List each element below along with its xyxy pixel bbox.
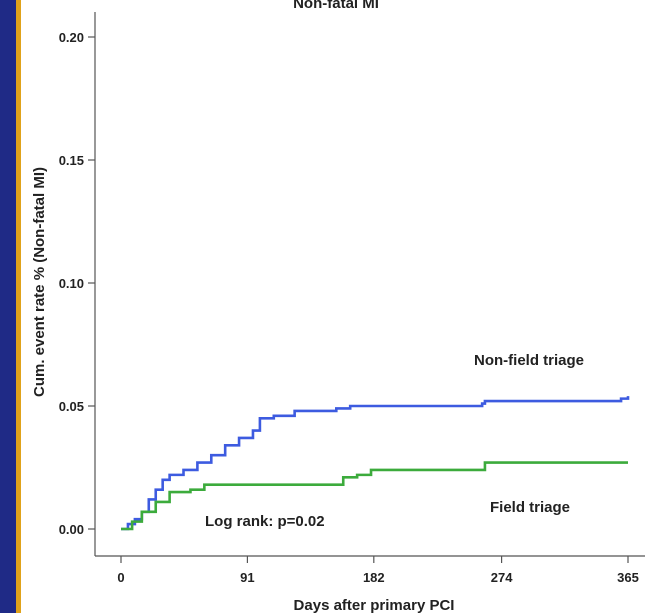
- y-tick-label: 0.00: [59, 522, 84, 537]
- x-tick-label: 274: [491, 570, 513, 585]
- x-tick-label: 182: [363, 570, 385, 585]
- y-tick-label: 0.05: [59, 399, 84, 414]
- y-tick-label: 0.15: [59, 153, 84, 168]
- x-tick-label: 0: [117, 570, 124, 585]
- y-axis-title: Cum. event rate % (Non-fatal MI): [31, 167, 48, 397]
- series-label-field-triage: Field triage: [490, 499, 570, 516]
- x-tick-label: 91: [240, 570, 254, 585]
- left-stripe: [16, 0, 21, 613]
- x-axis-title: Days after primary PCI: [294, 597, 455, 613]
- chart-panel: [21, 0, 652, 613]
- series-line-non-field-triage: [121, 396, 630, 531]
- series-line-field-triage: [121, 461, 628, 531]
- y-tick-label: 0.10: [59, 276, 84, 291]
- left-band: [0, 0, 16, 613]
- x-tick-label: 365: [617, 570, 639, 585]
- x-ticks: 0 91 182 274 365: [117, 556, 639, 585]
- series-label-non-field-triage: Non-field triage: [474, 352, 584, 369]
- y-ticks: 0.00 0.05 0.10 0.15 0.20: [59, 30, 95, 537]
- y-tick-label: 0.20: [59, 30, 84, 45]
- chart-title: Non-fatal MI: [293, 0, 379, 12]
- log-rank-annotation: Log rank: p=0.02: [205, 513, 325, 530]
